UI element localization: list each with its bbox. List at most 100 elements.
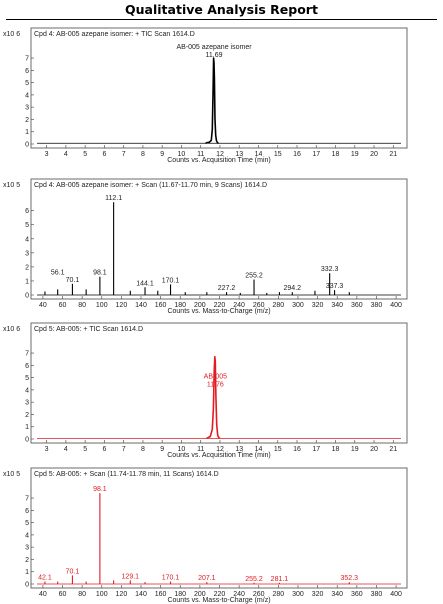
y-tick-label: 1 [25, 424, 29, 431]
x-tick-label: 120 [116, 302, 128, 309]
series-line [205, 57, 219, 145]
y-tick-label: 3 [25, 400, 29, 407]
x-tick-label: 100 [96, 591, 108, 598]
x-tick-label: 140 [135, 302, 147, 309]
x-tick-label: 320 [312, 591, 324, 598]
x-tick-label: 140 [135, 591, 147, 598]
y-tick-label: 2 [25, 264, 29, 271]
x-tick-label: 160 [155, 302, 167, 309]
mz-label: 294.2 [284, 285, 302, 292]
x-tick-label: 260 [253, 302, 265, 309]
mz-label: 337.3 [326, 283, 344, 290]
x-tick-label: 15 [274, 446, 282, 453]
x-tick-label: 80 [78, 302, 86, 309]
y-exponent: x10 5 [3, 182, 20, 189]
x-tick-label: 10 [178, 151, 186, 158]
y-tick-label: 4 [25, 387, 29, 394]
x-tick-label: 13 [235, 151, 243, 158]
x-tick-label: 11 [197, 151, 204, 158]
y-tick-label: 5 [25, 375, 29, 382]
x-tick-label: 200 [194, 302, 206, 309]
x-tick-label: 3 [45, 446, 49, 453]
x-tick-label: 18 [332, 151, 340, 158]
x-tick-label: 17 [312, 151, 320, 158]
y-tick-label: 1 [25, 278, 29, 285]
mz-label: 112.1 [105, 195, 122, 202]
x-tick-label: 6 [102, 446, 106, 453]
y-tick-label: 7 [25, 56, 29, 63]
x-tick-label: 4 [64, 151, 68, 158]
peak-label: 11.69 [205, 52, 222, 59]
plot-frame [30, 467, 408, 589]
x-tick-label: 8 [141, 446, 145, 453]
plot-frame [30, 178, 408, 300]
x-tick-label: 320 [312, 302, 324, 309]
x-tick-label: 360 [351, 302, 363, 309]
mz-label: 332.3 [321, 266, 339, 273]
x-tick-label: 400 [390, 591, 402, 598]
mz-label: 70.1 [66, 277, 80, 284]
x-tick-label: 16 [293, 151, 301, 158]
x-tick-label: 9 [160, 446, 164, 453]
y-tick-label: 1 [25, 129, 29, 136]
x-tick-label: 6 [102, 151, 106, 158]
x-tick-label: 100 [96, 302, 108, 309]
report-title: Qualitative Analysis Report [125, 2, 318, 17]
mz-label: 207.1 [198, 575, 216, 582]
y-tick-label: 0 [25, 293, 29, 300]
x-tick-label: 80 [78, 591, 86, 598]
x-tick-label: 280 [273, 302, 285, 309]
title-rule [6, 19, 437, 20]
y-tick-label: 5 [25, 80, 29, 87]
x-tick-label: 12 [216, 446, 224, 453]
y-tick-label: 4 [25, 532, 29, 539]
x-tick-label: 19 [351, 151, 359, 158]
x-tick-label: 20 [370, 446, 378, 453]
x-tick-label: 60 [59, 591, 67, 598]
x-axis-label: Counts vs. Mass-to-Charge (m/z) [167, 308, 270, 315]
x-tick-label: 8 [141, 151, 145, 158]
x-tick-label: 380 [371, 302, 383, 309]
plot-frame [30, 27, 408, 149]
x-axis-label: Counts vs. Acquisition Time (min) [167, 157, 270, 164]
y-tick-label: 4 [25, 236, 29, 243]
x-tick-label: 5 [83, 151, 87, 158]
x-tick-label: 5 [83, 446, 87, 453]
x-tick-label: 11 [197, 446, 204, 453]
x-tick-label: 4 [64, 446, 68, 453]
x-tick-label: 16 [293, 446, 301, 453]
x-tick-label: 40 [39, 302, 47, 309]
x-tick-label: 3 [45, 151, 49, 158]
y-tick-label: 6 [25, 363, 29, 370]
y-tick-label: 5 [25, 520, 29, 527]
x-tick-label: 340 [331, 302, 343, 309]
tic-chart-cpd4: x10 6 Cpd 4: AB-005 azepane isomer: + TIC… [3, 27, 408, 164]
x-tick-label: 40 [39, 591, 47, 598]
y-tick-label: 2 [25, 117, 29, 124]
x-tick-label: 18 [332, 446, 340, 453]
x-tick-label: 20 [370, 151, 378, 158]
x-tick-label: 21 [389, 151, 397, 158]
x-tick-label: 14 [255, 151, 263, 158]
x-tick-label: 240 [233, 302, 245, 309]
x-tick-label: 13 [235, 446, 243, 453]
y-exponent: x10 6 [3, 326, 20, 333]
plot-frame [30, 322, 408, 444]
y-tick-label: 0 [25, 437, 29, 444]
chart-title: Cpd 5: AB-005: + TIC Scan 1614.D [34, 326, 143, 333]
y-tick-label: 5 [25, 222, 29, 229]
mz-label: 281.1 [271, 576, 289, 583]
x-tick-label: 300 [292, 302, 304, 309]
x-tick-label: 12 [216, 151, 224, 158]
mz-label: 98.1 [93, 270, 107, 277]
x-tick-label: 19 [351, 446, 359, 453]
x-tick-label: 15 [274, 151, 282, 158]
y-tick-label: 3 [25, 545, 29, 552]
mz-label: 170.1 [162, 277, 180, 284]
series-line [206, 355, 221, 440]
y-tick-label: 2 [25, 557, 29, 564]
mz-label: 70.1 [66, 568, 80, 575]
x-tick-label: 7 [122, 151, 126, 158]
y-tick-label: 6 [25, 508, 29, 515]
x-tick-label: 260 [253, 591, 265, 598]
